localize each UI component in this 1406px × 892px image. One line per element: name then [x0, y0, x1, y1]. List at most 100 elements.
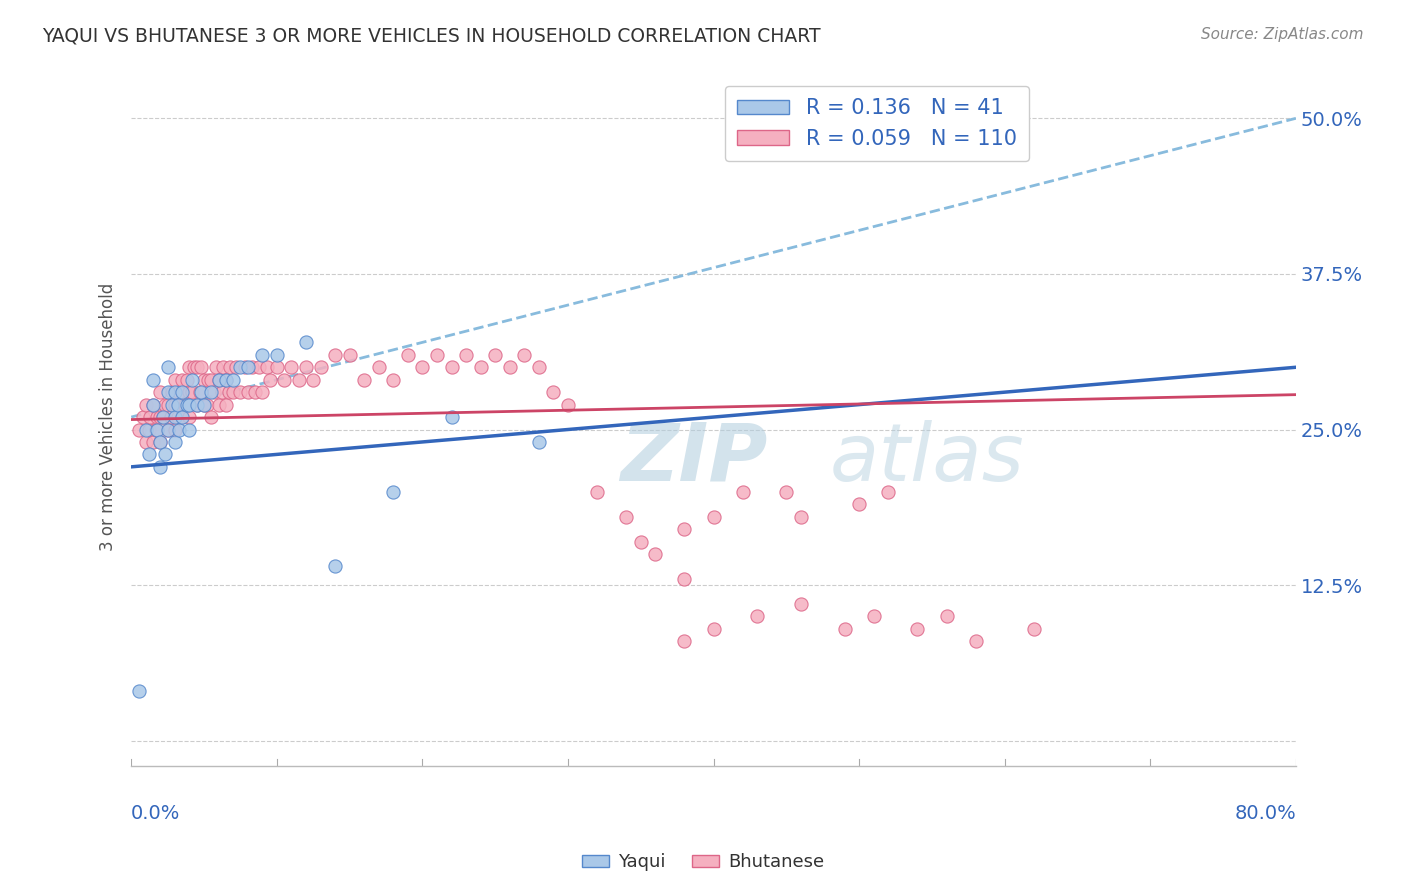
Point: [218, 385, 240, 400]
Point: [295, 335, 318, 350]
Point: [135, 398, 157, 412]
Point: [149, 434, 172, 449]
Point: [195, 398, 218, 412]
Point: [142, 373, 165, 387]
Point: [139, 410, 162, 425]
Point: [176, 398, 198, 412]
Point: [169, 423, 191, 437]
Point: [614, 509, 637, 524]
Point: [132, 410, 155, 425]
Point: [1022, 622, 1045, 636]
Point: [247, 360, 270, 375]
Point: [747, 609, 769, 624]
Point: [146, 423, 169, 437]
Point: [188, 385, 211, 400]
Point: [163, 423, 186, 437]
Point: [834, 622, 856, 636]
Point: [229, 385, 252, 400]
Point: [156, 398, 179, 412]
Point: [219, 360, 242, 375]
Point: [200, 385, 222, 400]
Point: [440, 360, 463, 375]
Point: [673, 572, 696, 586]
Point: [243, 385, 266, 400]
Point: [426, 348, 449, 362]
Point: [703, 509, 725, 524]
Text: atlas: atlas: [830, 420, 1025, 498]
Point: [135, 423, 157, 437]
Point: [179, 423, 201, 437]
Point: [309, 360, 332, 375]
Point: [200, 373, 222, 387]
Point: [222, 373, 245, 387]
Point: [877, 484, 900, 499]
Point: [149, 385, 172, 400]
Point: [163, 434, 186, 449]
Point: [484, 348, 506, 362]
Point: [181, 373, 204, 387]
Point: [172, 410, 194, 425]
Point: [156, 423, 179, 437]
Point: [186, 398, 208, 412]
Point: [179, 360, 201, 375]
Point: [163, 385, 186, 400]
Point: [266, 348, 288, 362]
Point: [160, 385, 183, 400]
Point: [527, 434, 550, 449]
Point: [193, 373, 215, 387]
Point: [353, 373, 375, 387]
Point: [513, 348, 536, 362]
Point: [935, 609, 957, 624]
Point: [172, 373, 194, 387]
Point: [266, 360, 288, 375]
Point: [172, 410, 194, 425]
Legend: R = 0.136   N = 41, R = 0.059   N = 110: R = 0.136 N = 41, R = 0.059 N = 110: [724, 86, 1029, 161]
Point: [673, 522, 696, 536]
Legend: Yaqui, Bhutanese: Yaqui, Bhutanese: [574, 847, 832, 879]
Point: [149, 410, 172, 425]
Point: [128, 684, 150, 698]
Point: [367, 360, 389, 375]
Point: [215, 373, 238, 387]
Point: [193, 398, 215, 412]
Point: [454, 348, 477, 362]
Text: 80.0%: 80.0%: [1234, 805, 1296, 823]
Point: [183, 360, 205, 375]
Point: [339, 348, 361, 362]
Point: [396, 348, 419, 362]
Point: [179, 398, 201, 412]
Point: [382, 373, 405, 387]
Point: [222, 385, 245, 400]
Point: [159, 410, 181, 425]
Point: [440, 410, 463, 425]
Point: [790, 509, 813, 524]
Point: [202, 385, 225, 400]
Point: [174, 398, 197, 412]
Point: [142, 398, 165, 412]
Point: [138, 447, 160, 461]
Point: [186, 360, 208, 375]
Text: ZIP: ZIP: [620, 420, 768, 498]
Point: [731, 484, 754, 499]
Point: [181, 385, 204, 400]
Point: [862, 609, 884, 624]
Text: YAQUI VS BHUTANESE 3 OR MORE VEHICLES IN HOUSEHOLD CORRELATION CHART: YAQUI VS BHUTANESE 3 OR MORE VEHICLES IN…: [42, 27, 821, 45]
Point: [152, 410, 174, 425]
Point: [256, 360, 278, 375]
Point: [382, 484, 405, 499]
Point: [905, 622, 928, 636]
Point: [673, 634, 696, 648]
Point: [128, 423, 150, 437]
Point: [527, 360, 550, 375]
Point: [259, 373, 281, 387]
Point: [470, 360, 492, 375]
Point: [166, 398, 188, 412]
Text: Source: ZipAtlas.com: Source: ZipAtlas.com: [1201, 27, 1364, 42]
Point: [273, 373, 295, 387]
Point: [163, 398, 186, 412]
Point: [204, 360, 226, 375]
Point: [236, 360, 259, 375]
Point: [280, 360, 302, 375]
Point: [152, 410, 174, 425]
Point: [179, 385, 201, 400]
